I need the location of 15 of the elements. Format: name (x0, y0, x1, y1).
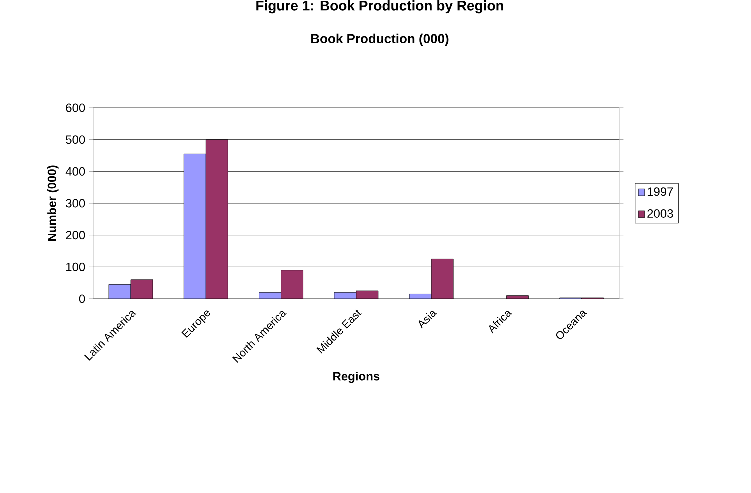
bar (506, 296, 529, 300)
x-axis-title: Regions (334, 372, 380, 384)
y-tick-label: 500 (66, 136, 86, 144)
y-tick-label: 200 (66, 231, 86, 240)
chart-subtitle: Book Production (000) (312, 34, 449, 46)
legend-label: 2003 (648, 210, 674, 218)
y-tick-label: 400 (66, 167, 86, 176)
legend-label: 1997 (648, 188, 674, 196)
y-tick-label: 600 (66, 104, 86, 112)
y-tick-label: 300 (66, 199, 86, 208)
y-axis-title: Number (000) (48, 166, 59, 242)
y-tick-label: 0 (79, 294, 86, 304)
chart-title: Figure 1: Book Production by Region (256, 0, 504, 14)
x-tick-label: Asia (418, 311, 438, 330)
y-tick-label: 100 (66, 262, 86, 272)
